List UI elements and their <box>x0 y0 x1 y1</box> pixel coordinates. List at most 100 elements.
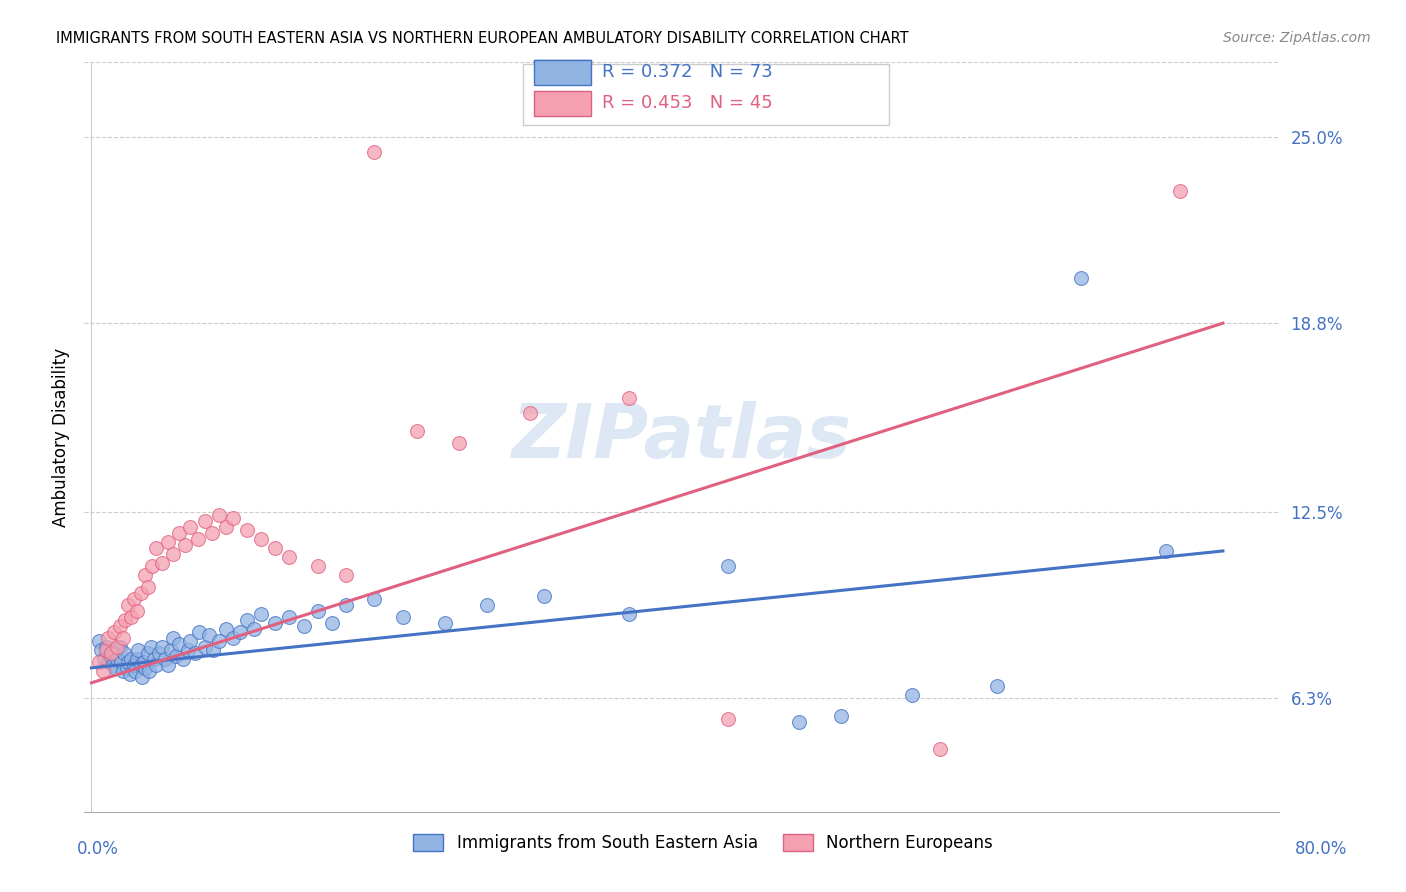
Point <box>141 558 163 573</box>
Point <box>202 643 225 657</box>
Text: Source: ZipAtlas.com: Source: ZipAtlas.com <box>1223 31 1371 45</box>
Point <box>278 549 301 564</box>
Point <box>717 558 740 573</box>
Point <box>94 643 117 657</box>
Point <box>222 511 245 525</box>
Point <box>145 541 167 555</box>
Point <box>131 670 153 684</box>
Point <box>167 637 190 651</box>
Point <box>145 657 167 672</box>
Point <box>134 568 156 582</box>
Point <box>1070 271 1092 285</box>
Point <box>236 613 259 627</box>
Point <box>830 708 852 723</box>
Point <box>91 664 114 678</box>
Point <box>103 624 125 639</box>
Point <box>105 640 128 654</box>
Point <box>321 615 343 630</box>
Point <box>292 619 315 633</box>
Point <box>114 613 136 627</box>
Point <box>186 532 208 546</box>
Y-axis label: Ambulatory Disability: Ambulatory Disability <box>52 348 70 526</box>
Point <box>111 664 134 678</box>
Legend: Immigrants from South Eastern Asia, Northern Europeans: Immigrants from South Eastern Asia, Nort… <box>406 827 1000 859</box>
Point <box>1170 184 1192 198</box>
Point <box>132 655 155 669</box>
Point <box>122 591 145 606</box>
Point <box>103 646 125 660</box>
Point <box>183 646 205 660</box>
Point <box>900 688 922 702</box>
Point <box>156 535 179 549</box>
Point <box>101 657 124 672</box>
Point <box>111 631 134 645</box>
Point <box>1156 544 1178 558</box>
Point <box>787 714 810 729</box>
Point <box>434 615 457 630</box>
Point <box>124 664 146 678</box>
Point <box>162 547 184 561</box>
Point <box>127 643 149 657</box>
Point <box>142 652 165 666</box>
Point <box>139 640 162 654</box>
Text: R = 0.453   N = 45: R = 0.453 N = 45 <box>602 95 772 112</box>
Point <box>162 631 184 645</box>
Point <box>405 424 427 438</box>
Point <box>176 643 198 657</box>
Point <box>250 607 273 621</box>
Point <box>122 657 145 672</box>
Point <box>229 624 252 639</box>
Point <box>222 631 245 645</box>
Point <box>129 657 152 672</box>
Point <box>153 652 176 666</box>
Point <box>104 661 127 675</box>
Point <box>98 648 121 663</box>
Point <box>97 631 120 645</box>
Point <box>167 526 190 541</box>
Point <box>120 652 142 666</box>
Point <box>307 558 329 573</box>
Point <box>165 648 187 663</box>
Point <box>173 538 195 552</box>
Point <box>519 406 541 420</box>
Point <box>108 640 131 654</box>
Point <box>264 615 287 630</box>
Point <box>617 607 640 621</box>
Point <box>97 655 120 669</box>
Point <box>100 646 122 660</box>
Point <box>717 712 740 726</box>
Point <box>138 664 160 678</box>
Point <box>136 580 159 594</box>
Point <box>449 436 471 450</box>
Text: R = 0.453   N = 45: R = 0.453 N = 45 <box>602 95 772 112</box>
Text: R = 0.372   N = 73: R = 0.372 N = 73 <box>602 63 772 81</box>
Point <box>201 526 224 541</box>
Point <box>307 604 329 618</box>
Point <box>208 508 231 522</box>
Point <box>215 622 238 636</box>
Point <box>108 619 131 633</box>
Point <box>134 661 156 675</box>
Point <box>278 610 301 624</box>
Point <box>477 598 499 612</box>
Point <box>94 640 117 654</box>
Point <box>112 646 135 660</box>
Text: R = 0.372   N = 73: R = 0.372 N = 73 <box>602 63 772 81</box>
Point <box>194 514 217 528</box>
Point <box>105 652 128 666</box>
Point <box>179 633 201 648</box>
Point <box>236 523 259 537</box>
Point <box>250 532 273 546</box>
Point <box>115 661 138 675</box>
Point <box>335 568 357 582</box>
Point <box>929 741 952 756</box>
Point <box>87 655 110 669</box>
Point <box>363 591 385 606</box>
Text: ZIPatlas: ZIPatlas <box>512 401 852 474</box>
Point <box>87 633 110 648</box>
Point <box>150 640 173 654</box>
Point <box>93 652 115 666</box>
Point <box>90 643 112 657</box>
Point <box>243 622 266 636</box>
Point <box>198 628 221 642</box>
